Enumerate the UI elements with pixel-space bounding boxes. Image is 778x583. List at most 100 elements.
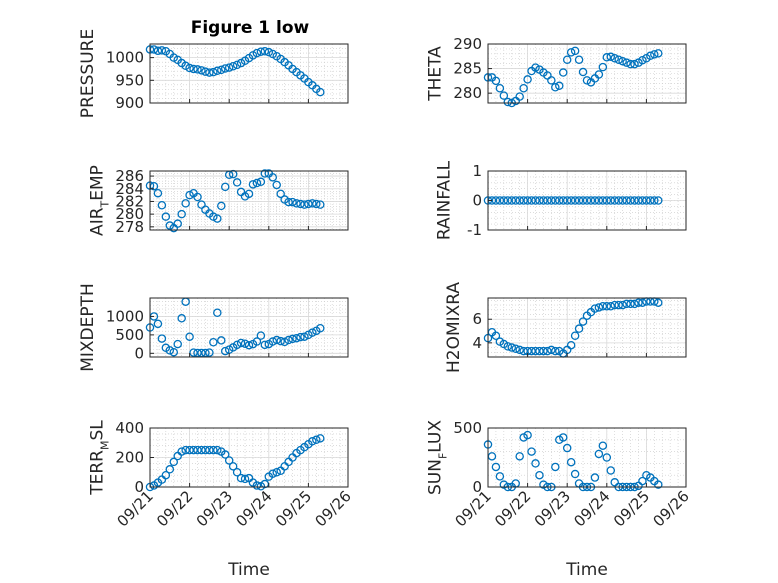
- air-temp-data-point: [209, 212, 218, 221]
- h2omixra-data-point: [618, 300, 627, 310]
- h2omixra-data-point: [547, 345, 556, 355]
- sun-flux-data-point: [594, 449, 604, 459]
- mixdepth-data-point: [153, 319, 163, 329]
- terr-msl-data-point: [228, 462, 238, 471]
- mixdepth-data-point: [280, 337, 289, 347]
- mixdepth-data-point: [288, 334, 297, 344]
- rainfall-data-point: [562, 196, 572, 205]
- rainfall-data-point: [491, 196, 501, 205]
- air-temp-data-point: [268, 173, 278, 182]
- h2omixra-ytick-label: 4: [472, 334, 482, 352]
- sun-flux-xtick-label: 09/23: [531, 487, 574, 530]
- theta-data-point: [610, 54, 619, 63]
- pressure-ytick-label: 1000: [106, 49, 144, 67]
- sun-flux-data-point: [523, 430, 532, 440]
- theta-data-point: [618, 56, 627, 66]
- rainfall-data-point: [598, 196, 608, 205]
- air-temp-data-point: [296, 199, 305, 209]
- rainfall-data-point: [527, 196, 536, 205]
- pressure-data-point: [189, 64, 198, 74]
- theta-ylabel: THETA: [425, 46, 445, 102]
- pressure-data-point: [201, 67, 210, 76]
- h2omixra-data-point: [610, 300, 619, 310]
- h2omixra-data-point: [622, 299, 631, 309]
- sun-flux-ytick-label: 500: [453, 419, 482, 437]
- rainfall-data-point: [638, 196, 647, 205]
- mixdepth-data-point: [177, 314, 186, 323]
- rainfall-data-point: [622, 196, 631, 205]
- air-temp-data-point: [217, 201, 226, 211]
- terr-msl-ytick-label: 400: [115, 419, 144, 437]
- terr-msl-data-point: [169, 457, 179, 467]
- rainfall-data-point: [555, 196, 564, 205]
- air-temp-ytick-label: 282: [115, 192, 144, 210]
- sun-flux-ylabel: SUNFLUX: [425, 420, 449, 495]
- mixdepth-data-point: [205, 348, 214, 357]
- theta-data-point: [566, 48, 576, 57]
- pressure-data-point: [205, 68, 214, 77]
- mixdepth-data-point: [296, 332, 305, 342]
- rainfall-data-point: [507, 196, 517, 205]
- h2omixra-data-point: [519, 346, 528, 356]
- pressure-data-point: [213, 66, 222, 76]
- h2omixra-data-point: [503, 342, 513, 351]
- air-temp-ytick-label: 286: [115, 167, 144, 185]
- h2omixra-data-point: [566, 340, 576, 350]
- terr-msl-data-point: [236, 473, 246, 483]
- terr-msl-data-point: [240, 474, 250, 484]
- mixdepth-ylabel: MIXDEPTH: [78, 283, 98, 372]
- air-temp-data-point: [185, 190, 194, 200]
- h2omixra-data-point: [590, 304, 600, 313]
- theta-data-point: [515, 92, 524, 101]
- pressure-data-point: [193, 65, 202, 74]
- pressure-axes-box: [149, 43, 349, 104]
- sun-flux-xtick-label: 09/26: [650, 487, 693, 530]
- mixdepth-data-point: [316, 323, 325, 333]
- theta-data-point: [602, 53, 612, 62]
- theta-data-point: [650, 50, 659, 59]
- terr-msl-ytick-label: 0: [134, 478, 144, 496]
- rainfall-data-point: [558, 196, 568, 205]
- pressure-data-point: [157, 46, 167, 55]
- air-temp-data-point: [173, 219, 182, 228]
- theta-data-point: [547, 76, 556, 85]
- subplot-terr-msl: 0200400TERRMSL09/2109/2209/2309/2409/250…: [87, 419, 354, 580]
- terr-msl-xtick-label: 09/26: [312, 487, 355, 530]
- rainfall-data-point: [566, 196, 576, 205]
- terr-msl-data-point: [197, 445, 206, 455]
- rainfall-data-point: [586, 196, 596, 205]
- sun-flux-data-point: [562, 443, 572, 453]
- mixdepth-data-point: [232, 340, 242, 350]
- sun-flux-data-point: [598, 441, 608, 450]
- terr-msl-data-point: [205, 445, 214, 455]
- air-temp-data-point: [161, 212, 171, 221]
- pressure-data-point: [197, 66, 206, 75]
- terr-msl-xtick-label: 09/22: [153, 487, 196, 530]
- rainfall-data-point: [606, 196, 616, 205]
- air-temp-data-point: [252, 178, 262, 188]
- h2omixra-data-point: [507, 343, 517, 352]
- subplot-h2omixra: 4 6 H2OMIXRA: [444, 282, 687, 373]
- pressure-data-point: [316, 87, 325, 97]
- h2omixra-data-point: [614, 300, 623, 310]
- theta-data-point: [630, 59, 639, 69]
- pressure-ylabel: PRESSURE: [78, 29, 98, 118]
- mixdepth-data-point: [240, 339, 250, 348]
- rainfall-data-point: [511, 196, 520, 205]
- terr-msl-data-point: [252, 481, 262, 490]
- mixdepth-data-point: [220, 346, 230, 356]
- rainfall-data-point: [551, 196, 560, 205]
- theta-data-point: [614, 55, 623, 64]
- h2omixra-data-point: [531, 346, 540, 356]
- figure-title: Figure 1 low: [191, 18, 310, 38]
- h2omixra-data-point: [515, 345, 524, 355]
- air-temp-data-point: [272, 180, 281, 190]
- rainfall-data-point: [602, 196, 612, 205]
- mixdepth-ytick-label: 500: [115, 326, 144, 344]
- terr-msl-data-point: [177, 447, 186, 456]
- rainfall-data-point: [543, 196, 552, 205]
- h2omixra-data-point: [606, 302, 616, 311]
- air-temp-data-point: [308, 199, 317, 208]
- rainfall-data-point: [535, 196, 544, 205]
